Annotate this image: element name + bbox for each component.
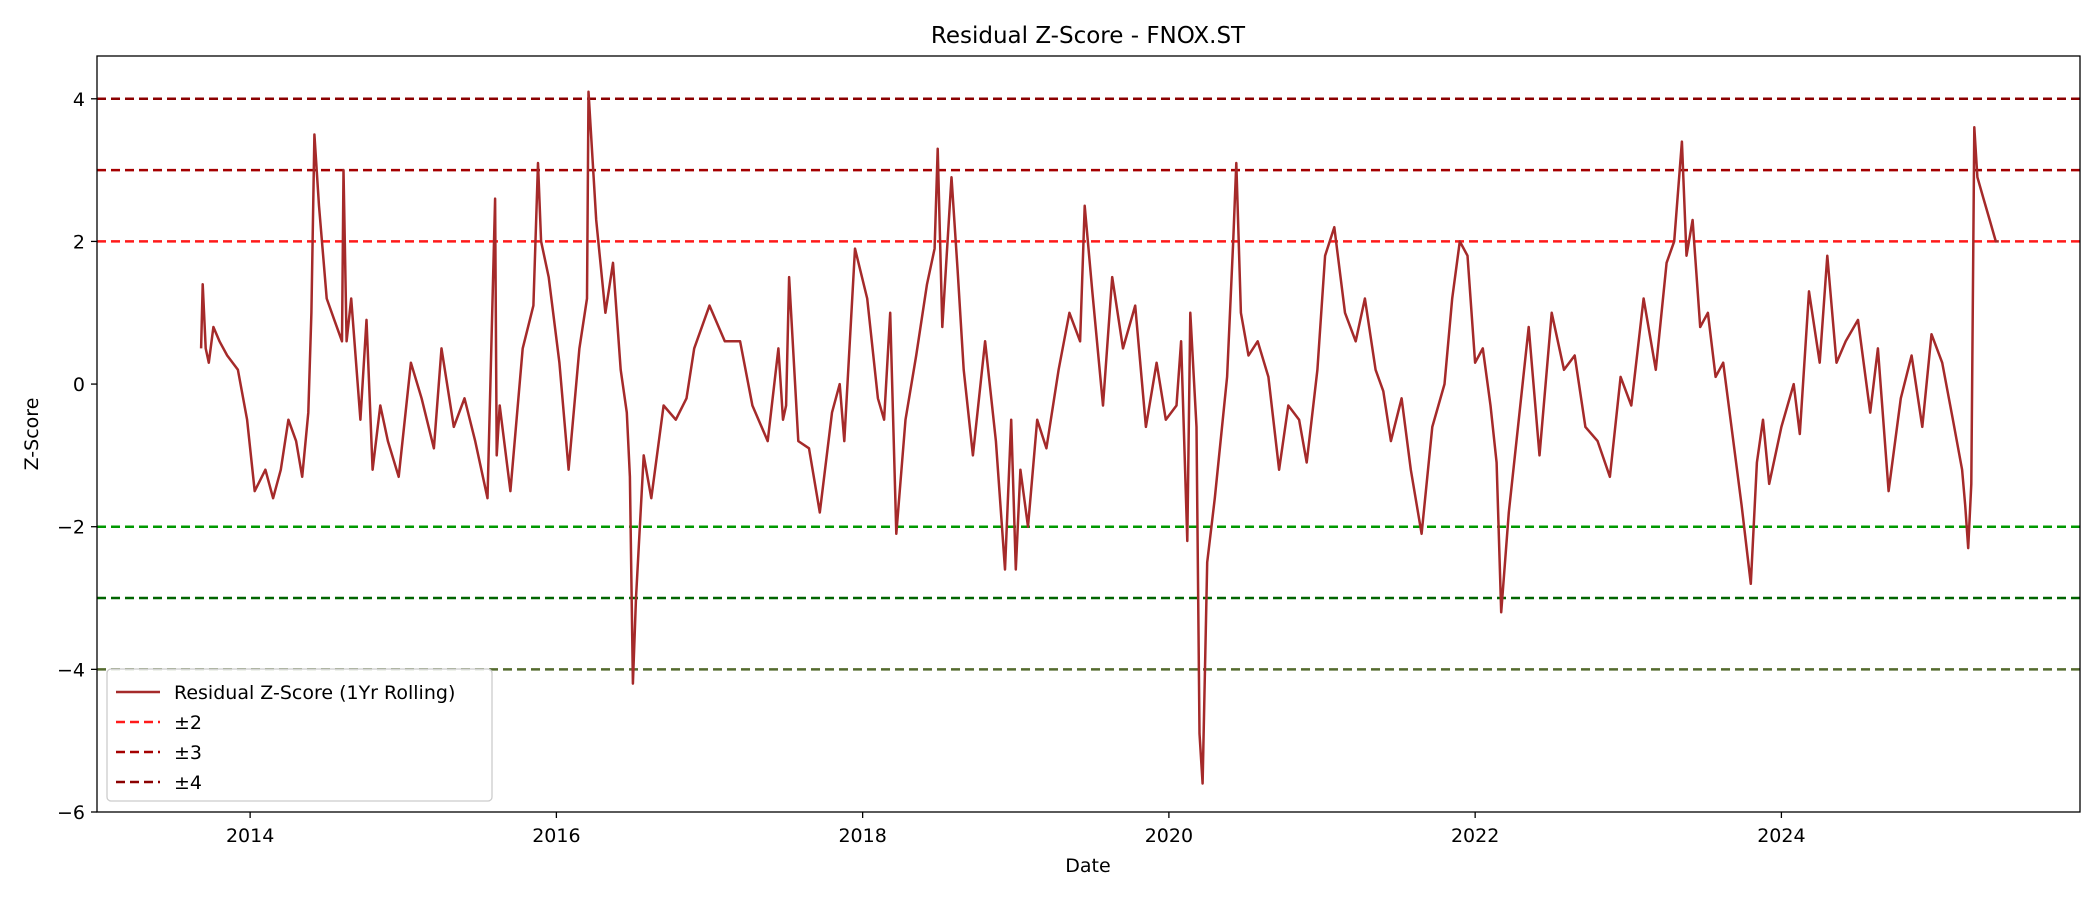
y-tick-label: −6 (57, 802, 85, 824)
y-tick-label: −4 (57, 659, 85, 681)
y-tick-label: 2 (73, 231, 85, 253)
y-axis: −6 −4 −2 0 2 4 (57, 89, 97, 824)
y-tick-label: 4 (73, 89, 85, 111)
series-layer (199, 90, 1999, 785)
x-tick-label: 2016 (532, 825, 580, 847)
reference-lines (97, 97, 2080, 671)
x-tick-label: 2022 (1451, 825, 1499, 847)
x-tick-label: 2018 (838, 825, 886, 847)
x-axis: 2014 2016 2018 2020 2022 2024 (226, 812, 1806, 847)
legend-label-2: ±2 (174, 712, 202, 734)
series-line-residual-z-score (199, 90, 1999, 785)
plot-frame (96, 55, 2081, 813)
x-tick-label: 2020 (1145, 825, 1193, 847)
legend-box (106, 668, 493, 802)
legend-label-4: ±4 (174, 772, 202, 794)
x-tick-label: 2014 (226, 825, 274, 847)
x-axis-title: Date (1065, 855, 1110, 877)
y-tick-label: −2 (57, 517, 85, 539)
legend-label-series: Residual Z-Score (1Yr Rolling) (174, 682, 455, 704)
y-tick-label: 0 (73, 374, 85, 396)
y-axis-title: Z-Score (21, 398, 43, 471)
chart-title: Residual Z-Score - FNOX.ST (931, 23, 1246, 49)
legend: Residual Z-Score (1Yr Rolling) ±2 ±3 ±4 (106, 668, 493, 802)
x-tick-label: 2024 (1757, 825, 1805, 847)
legend-label-3: ±3 (174, 742, 202, 764)
